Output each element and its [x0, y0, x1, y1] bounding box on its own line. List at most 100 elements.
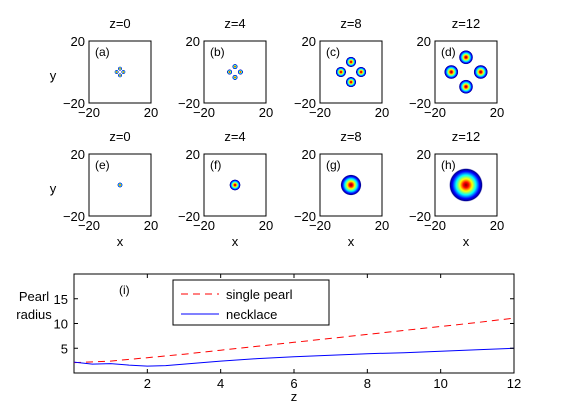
pearl-mark: [444, 64, 459, 80]
x-tick-label: 20: [144, 105, 158, 120]
y-tick-label: 20: [186, 34, 200, 49]
legend-label: necklace: [226, 307, 277, 322]
y-tick-label: −20: [294, 96, 316, 111]
panel-f: z=4 (f) −20 20 20 −20 x: [178, 129, 273, 249]
intensity-map: [114, 66, 126, 78]
y-tick-label: 20: [302, 34, 316, 49]
panel-c: z=8(c) −20 20 20 −20: [294, 16, 389, 120]
panel-title: z=4: [224, 129, 245, 144]
x-tick-label: 20: [375, 105, 389, 120]
panel-title: z=12: [452, 16, 481, 31]
x-axis-label: x: [117, 234, 124, 249]
panel-title: z=0: [109, 129, 130, 144]
panel-tag: (c): [326, 45, 340, 59]
x-tick-label: −20: [193, 218, 215, 233]
x-axis-label: x: [463, 234, 470, 249]
pearl-mark: [237, 69, 244, 75]
panel-g: z=8 (g) −20 20 20 −20 x: [294, 129, 389, 249]
intensity-map: [340, 174, 362, 196]
x-tick-label: 12: [507, 376, 521, 391]
pearl-mark: [114, 69, 119, 75]
x-tick-label: 6: [290, 376, 297, 391]
y-tick-label: −20: [409, 96, 431, 111]
x-axis-label: z: [291, 389, 298, 404]
pearl-mark: [117, 66, 123, 71]
pearl-mark: [345, 76, 357, 88]
intensity-map: [444, 50, 488, 94]
x-tick-label: 20: [490, 218, 504, 233]
intensity-map: [117, 182, 123, 188]
y-axis-label: y: [50, 181, 57, 196]
x-tick-label: 4: [217, 376, 224, 391]
pearl-mark: [335, 66, 347, 78]
y-tick-label: 20: [302, 147, 316, 162]
x-tick-label: −20: [309, 105, 331, 120]
pearl-mark: [448, 167, 484, 203]
y-tick-label: 15: [54, 292, 68, 307]
legend: single pearl necklace: [172, 279, 330, 326]
pearl-mark: [226, 69, 233, 75]
pearl-radius-chart: 2 4 6 8 10 12 5 10 15 z Pearl radius (i) single pearl…: [16, 273, 521, 404]
y-axis-label: y: [50, 68, 57, 83]
x-axis-label: x: [348, 234, 355, 249]
y-tick-label: −20: [178, 209, 200, 224]
intensity-map: [226, 63, 244, 81]
panel-d: z=12 (d) −20 20 20 −20: [409, 16, 504, 120]
intensity-map: [448, 167, 484, 203]
pearl-mark: [117, 182, 123, 188]
x-tick-label: 20: [259, 218, 273, 233]
pearl-mark: [229, 179, 241, 191]
panel-tag: (e): [95, 158, 110, 172]
x-tick-label: −20: [193, 105, 215, 120]
y-tick-label: 20: [186, 147, 200, 162]
y-tick-label: −20: [294, 209, 316, 224]
x-tick-label: 2: [144, 376, 151, 391]
y-tick-label: 20: [71, 34, 85, 49]
y-tick-label: 10: [54, 317, 68, 332]
x-tick-label: −20: [424, 105, 446, 120]
y-tick-label: 20: [417, 147, 431, 162]
y-tick-label: −20: [63, 209, 85, 224]
x-tick-label: 10: [433, 376, 447, 391]
series-line-single-pearl: [74, 317, 514, 364]
y-tick-label: −20: [409, 209, 431, 224]
x-tick-label: 20: [144, 218, 158, 233]
legend-box: [172, 279, 330, 326]
y-tick-label: 20: [417, 34, 431, 49]
pearl-mark: [121, 69, 126, 75]
pearl-mark: [117, 73, 123, 78]
panel-tag: (g): [326, 158, 341, 172]
intensity-map: [229, 179, 241, 191]
y-tick-label: 5: [61, 341, 68, 356]
panel-frame: [319, 40, 383, 104]
panel-frame: [203, 40, 267, 104]
panel-a: z=0 (a) −20 20 20 −20: [63, 16, 158, 120]
pearl-mark: [473, 64, 488, 80]
x-tick-label: −20: [309, 218, 331, 233]
series-line-necklace: [74, 347, 514, 367]
panel-title: z=0: [109, 16, 130, 31]
pearl-mark: [340, 174, 362, 196]
x-tick-label: 20: [259, 105, 273, 120]
panel-e: z=0 (e) −20 20 20 −20 x: [63, 129, 158, 249]
y-tick-label: −20: [63, 96, 85, 111]
intensity-map: [335, 56, 367, 88]
panel-title: z=12: [452, 129, 481, 144]
pearl-mark: [458, 50, 474, 65]
panel-h: z=12 (h) −20 20 20 −20 x: [409, 129, 504, 249]
panel-title: z=8: [340, 16, 361, 31]
x-tick-label: 20: [375, 218, 389, 233]
y-tick-label: 20: [71, 147, 85, 162]
panel-b: z=4 (b) −20 20 20 −20: [178, 16, 273, 120]
pearl-mark: [355, 66, 367, 78]
x-tick-label: 8: [364, 376, 371, 391]
y-tick-label: −20: [178, 96, 200, 111]
panel-tag: (d): [441, 45, 456, 59]
panel-title: z=8: [340, 129, 361, 144]
x-tick-label: −20: [424, 218, 446, 233]
panel-tag: (f): [210, 158, 221, 172]
x-tick-label: −20: [78, 105, 100, 120]
pearl-mark: [232, 63, 238, 70]
y-axis-label: radius: [16, 307, 52, 322]
